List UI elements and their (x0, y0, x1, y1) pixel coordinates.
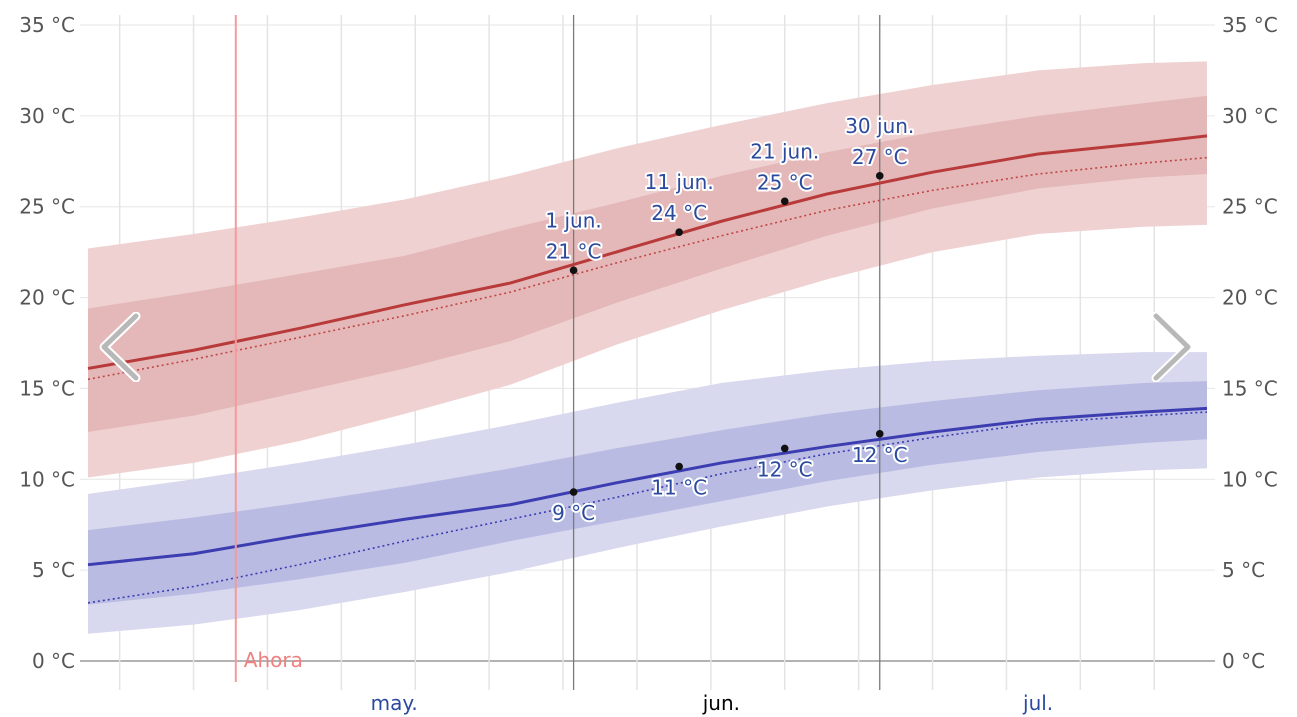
y-tick-label-left: 10 °C (19, 467, 75, 491)
y-tick-label-right: 35 °C (1222, 13, 1278, 37)
data-label: 11 °C (651, 476, 707, 500)
month-label: may. (371, 691, 418, 715)
data-point (569, 266, 578, 275)
y-tick-label-right: 5 °C (1222, 558, 1265, 582)
data-label: 27 °C (852, 145, 908, 169)
data-label: 12 °C (852, 443, 908, 467)
data-label: 21 °C (546, 239, 602, 263)
series-line-max_ref (87, 156, 1208, 381)
month-label: jul. (1022, 691, 1053, 715)
data-label: 11 jun. (645, 170, 714, 194)
y-tick-label-right: 25 °C (1222, 195, 1278, 219)
data-label: 12 °C (757, 457, 813, 481)
y-tick-label-right: 0 °C (1222, 649, 1265, 673)
y-tick-label-right: 30 °C (1222, 104, 1278, 128)
y-tick-label-left: 30 °C (19, 104, 75, 128)
series-line-min_ref (87, 411, 1208, 604)
y-tick-label-right: 20 °C (1222, 286, 1278, 310)
y-tick-label-right: 10 °C (1222, 467, 1278, 491)
band-max_inner (88, 95, 1207, 433)
data-label: 21 jun. (750, 139, 819, 163)
data-label: 24 °C (651, 201, 707, 225)
next-button[interactable] (1150, 311, 1194, 383)
y-tick-label-left: 35 °C (19, 13, 75, 37)
y-tick-label-left: 15 °C (19, 376, 75, 400)
data-point (675, 228, 683, 236)
y-tick-label-left: 5 °C (32, 558, 75, 582)
data-label: 25 °C (757, 170, 813, 194)
y-tick-label-left: 0 °C (32, 649, 75, 673)
data-label: 1 jun. (545, 208, 601, 232)
data-point (875, 172, 884, 180)
data-label: 9 °C (552, 501, 595, 525)
series-line-max_avg (87, 134, 1208, 370)
data-point (780, 197, 789, 206)
data-label: 30 jun. (845, 114, 914, 138)
data-point (780, 444, 789, 453)
month-label: jun. (702, 691, 740, 715)
data-point (875, 430, 884, 438)
chevron-right-icon (1151, 311, 1193, 383)
y-tick-label-right: 15 °C (1222, 376, 1278, 400)
y-tick-label-left: 20 °C (19, 286, 75, 310)
y-tick-label-left: 25 °C (19, 195, 75, 219)
now-label: Ahora (244, 648, 303, 672)
series-line-min_avg (87, 406, 1208, 567)
chevron-left-icon (99, 311, 141, 383)
data-point (569, 488, 578, 496)
previous-button[interactable] (98, 311, 142, 383)
data-point (675, 462, 683, 471)
